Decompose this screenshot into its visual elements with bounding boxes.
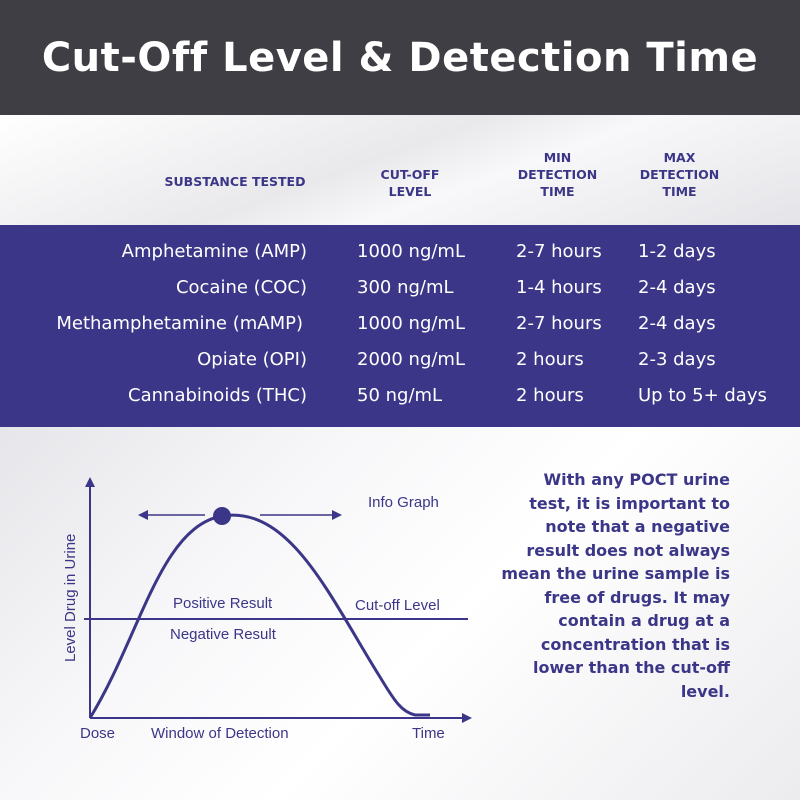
cutoff-level-label: Cut-off Level — [355, 597, 440, 614]
cell-cutoff: 2000 ng/mL — [357, 349, 465, 370]
table-row: Cocaine (COC) 300 ng/mL 1-4 hours 2-4 da… — [0, 271, 800, 307]
cell-substance: Cannabinoids (THC) — [128, 385, 307, 406]
negative-result-label: Negative Result — [170, 626, 277, 643]
cell-substance: Cocaine (COC) — [175, 277, 307, 298]
info-graph-label: Info Graph — [368, 494, 439, 511]
cell-min: 2 hours — [516, 385, 584, 406]
cell-cutoff: 1000 ng/mL — [357, 241, 465, 262]
cell-max: 2-4 days — [638, 313, 716, 334]
positive-result-label: Positive Result — [173, 595, 273, 612]
page-title: Cut-Off Level & Detection Time — [41, 34, 759, 81]
info-note: With any POCT urine test, it is importan… — [501, 470, 730, 701]
table-header: SUBSTANCE TESTED CUT-OFF LEVEL MIN DETEC… — [0, 115, 800, 225]
window-of-detection-label: Window of Detection — [151, 725, 289, 742]
header-min: MIN DETECTION TIME — [517, 150, 598, 199]
detection-graph: Info Graph Level Drug in Urine Positive … — [62, 477, 472, 742]
time-label: Time — [412, 725, 445, 742]
cell-max: Up to 5+ days — [638, 385, 767, 406]
table-body: Amphetamine (AMP) 1000 ng/mL 2-7 hours 1… — [0, 225, 800, 427]
y-axis-label: Level Drug in Urine — [62, 534, 79, 662]
cell-substance: Opiate (OPI) — [197, 349, 307, 370]
header-banner: Cut-Off Level & Detection Time — [0, 0, 800, 115]
lower-panel — [0, 427, 800, 800]
table-row: Methamphetamine (mAMP) 1000 ng/mL 2-7 ho… — [0, 307, 800, 343]
cell-min: 1-4 hours — [516, 277, 602, 298]
cell-max: 1-2 days — [638, 241, 716, 262]
table-row: Cannabinoids (THC) 50 ng/mL 2 hours Up t… — [0, 379, 800, 415]
dose-label: Dose — [80, 725, 115, 742]
header-substance: SUBSTANCE TESTED — [164, 174, 306, 189]
header-max: MAX DETECTION TIME — [639, 150, 720, 199]
peak-dot — [213, 507, 231, 525]
cell-min: 2-7 hours — [516, 313, 602, 334]
cell-cutoff: 1000 ng/mL — [357, 313, 465, 334]
cell-min: 2-7 hours — [516, 241, 602, 262]
table-row: Opiate (OPI) 2000 ng/mL 2 hours 2-3 days — [0, 343, 800, 379]
concentration-curve — [88, 513, 430, 719]
cell-cutoff: 300 ng/mL — [357, 277, 454, 298]
header-cutoff: CUT-OFF LEVEL — [380, 167, 440, 199]
cell-min: 2 hours — [516, 349, 584, 370]
table-row: Amphetamine (AMP) 1000 ng/mL 2-7 hours 1… — [0, 235, 800, 271]
cell-max: 2-4 days — [638, 277, 716, 298]
cell-substance: Amphetamine (AMP) — [121, 241, 307, 262]
cell-cutoff: 50 ng/mL — [357, 385, 443, 406]
cell-max: 2-3 days — [638, 349, 716, 370]
cell-substance: Methamphetamine (mAMP) — [56, 313, 303, 334]
